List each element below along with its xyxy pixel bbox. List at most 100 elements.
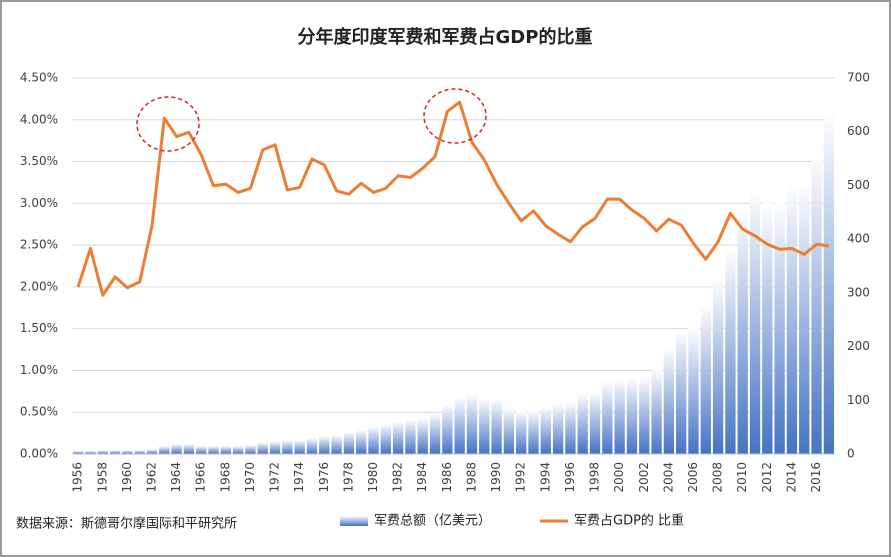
bar: [503, 407, 515, 454]
x-tick-label: 1976: [317, 462, 331, 493]
bar: [540, 406, 551, 454]
bar: [269, 441, 281, 454]
bar: [663, 347, 675, 454]
y-tick-label: 0.50%: [20, 405, 58, 419]
y2-tick-label: 200: [847, 339, 870, 353]
bar: [245, 444, 256, 454]
x-tick-label: 2014: [784, 462, 798, 493]
legend-label: 军费总额（亿美元）: [374, 514, 491, 529]
bar: [799, 181, 810, 455]
x-tick-label: 1960: [120, 462, 134, 493]
bar: [749, 188, 761, 454]
x-tick-label: 1956: [71, 462, 85, 493]
bar: [85, 450, 96, 454]
bar: [602, 380, 613, 454]
y-tick-label: 3.00%: [20, 196, 58, 210]
y2-tick-label: 0: [847, 447, 855, 461]
bar: [762, 202, 773, 454]
bar: [639, 376, 650, 454]
bar: [774, 201, 785, 454]
bar: [442, 404, 453, 454]
x-tick-label: 2006: [686, 462, 700, 493]
bar: [122, 450, 133, 454]
bar: [368, 426, 379, 454]
bar: [676, 329, 687, 454]
x-tick-label: 1962: [144, 462, 158, 493]
bar: [552, 402, 564, 454]
chart-title: 分年度印度军费和军费占GDP的比重: [298, 26, 593, 48]
y2-tick-label: 100: [847, 393, 870, 407]
x-tick-label: 1970: [243, 462, 257, 493]
bar: [331, 435, 342, 454]
bar: [208, 445, 219, 454]
y2-tick-label: 400: [847, 232, 870, 246]
bar: [626, 377, 638, 454]
y-tick-label: 4.00%: [20, 112, 58, 126]
bar: [737, 207, 748, 454]
y-tick-label: 1.50%: [20, 321, 58, 335]
bar: [72, 450, 84, 454]
y-tick-label: 4.50%: [20, 71, 58, 85]
x-tick-label: 2004: [661, 462, 675, 493]
bar: [811, 152, 822, 454]
x-tick-label: 1966: [194, 462, 208, 493]
x-tick-label: 1986: [440, 462, 454, 493]
legend-label: 军费占GDP的 比重: [574, 513, 684, 529]
bar: [319, 435, 330, 454]
x-tick-label: 1974: [292, 462, 306, 493]
x-tick-label: 1984: [415, 462, 429, 493]
bar: [651, 368, 662, 454]
bar: [614, 378, 625, 454]
bar: [171, 443, 182, 454]
x-tick-label: 2016: [809, 462, 823, 493]
x-tick-label: 1958: [95, 462, 109, 493]
bar: [454, 397, 465, 454]
bar: [429, 413, 441, 454]
x-tick-label: 1990: [489, 462, 503, 493]
bar: [479, 398, 490, 454]
bar: [97, 450, 108, 454]
y2-tick-label: 500: [847, 178, 870, 192]
bar: [712, 277, 724, 454]
y2-tick-label: 600: [847, 124, 870, 138]
y2-tick-label: 700: [847, 71, 870, 85]
x-tick-label: 1972: [268, 462, 282, 493]
x-tick-label: 2000: [612, 462, 626, 493]
y-tick-label: 0.00%: [20, 447, 58, 461]
bar: [589, 391, 601, 454]
x-tick-label: 1964: [169, 462, 183, 493]
bar: [565, 401, 576, 454]
bar: [380, 423, 391, 454]
bar: [257, 442, 268, 454]
x-tick-label: 1992: [514, 462, 528, 493]
bar: [159, 445, 170, 454]
bar: [109, 450, 121, 454]
x-tick-label: 2002: [637, 462, 651, 493]
bar: [392, 421, 404, 454]
y2-tick-label: 300: [847, 285, 870, 299]
x-tick-label: 1998: [588, 462, 602, 493]
x-tick-label: 1968: [218, 462, 232, 493]
legend-swatch: [340, 516, 368, 526]
bar: [516, 411, 527, 454]
bar: [528, 411, 539, 454]
bar: [405, 419, 416, 454]
bar: [823, 111, 835, 454]
bar: [688, 327, 699, 454]
bar: [220, 445, 231, 454]
bar: [417, 418, 428, 454]
x-tick-label: 2010: [735, 462, 749, 493]
x-tick-label: 1978: [341, 462, 355, 493]
bar: [356, 429, 367, 454]
line: [76, 100, 830, 297]
bar: [700, 304, 711, 454]
source-note: 数据来源：斯德哥尔摩国际和平研究所: [16, 516, 237, 532]
x-tick-label: 1988: [464, 462, 478, 493]
bar: [306, 437, 318, 454]
x-tick-label: 1996: [563, 462, 577, 493]
bar: [134, 450, 145, 454]
bar: [466, 393, 478, 454]
y-tick-label: 2.00%: [20, 279, 58, 293]
bar: [232, 445, 244, 454]
